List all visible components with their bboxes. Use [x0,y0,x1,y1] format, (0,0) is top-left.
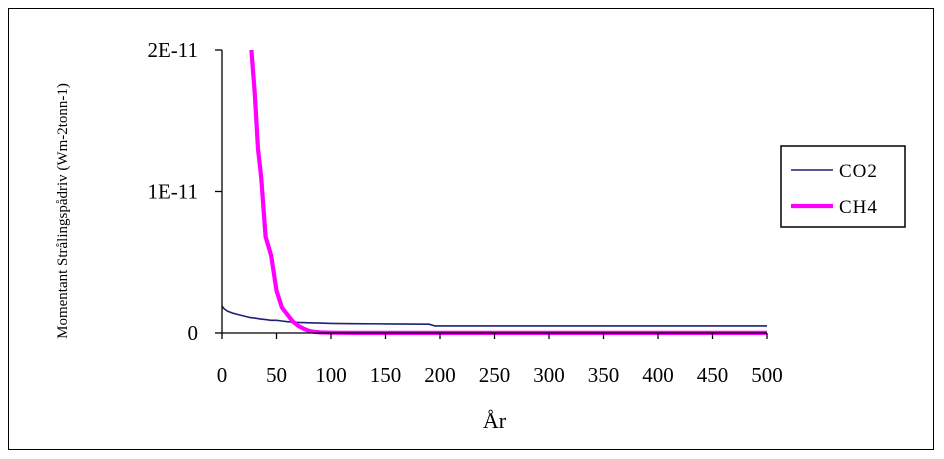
x-tick-label: 200 [424,363,456,387]
x-tick-label: 350 [588,363,620,387]
x-tick-label: 500 [751,363,783,387]
x-tick-label: 250 [479,363,511,387]
y-tick-label: 0 [188,321,199,345]
x-tick-label: 300 [533,363,565,387]
x-tick-label: 150 [370,363,402,387]
legend-box [780,145,906,228]
y-tick-label: 2E-11 [147,38,198,62]
series-line-ch4 [249,49,767,335]
axes-layer: 0 1E-11 2E-11 0 50 100 150 200 250 300 350 400 450 50… [147,38,782,387]
x-tick-label: 400 [642,363,674,387]
series-line-co2 [222,305,767,327]
x-tick-label: 50 [266,363,287,387]
y-axis-title: Momentant Strålingspådriv (Wm-2tonn-1) [55,83,71,339]
chart-frame [8,8,934,450]
x-tick-label: 450 [697,363,729,387]
legend-label-co2: CO2 [839,161,878,182]
y-tick-label: 1E-11 [147,180,198,204]
x-axis-title: År [483,408,507,433]
plot-layer [222,49,767,335]
chart-legend: CO2 CH4 [780,145,906,228]
x-tick-label: 100 [315,363,347,387]
x-tick-label: 0 [217,363,228,387]
legend-label-ch4: CH4 [839,197,878,218]
